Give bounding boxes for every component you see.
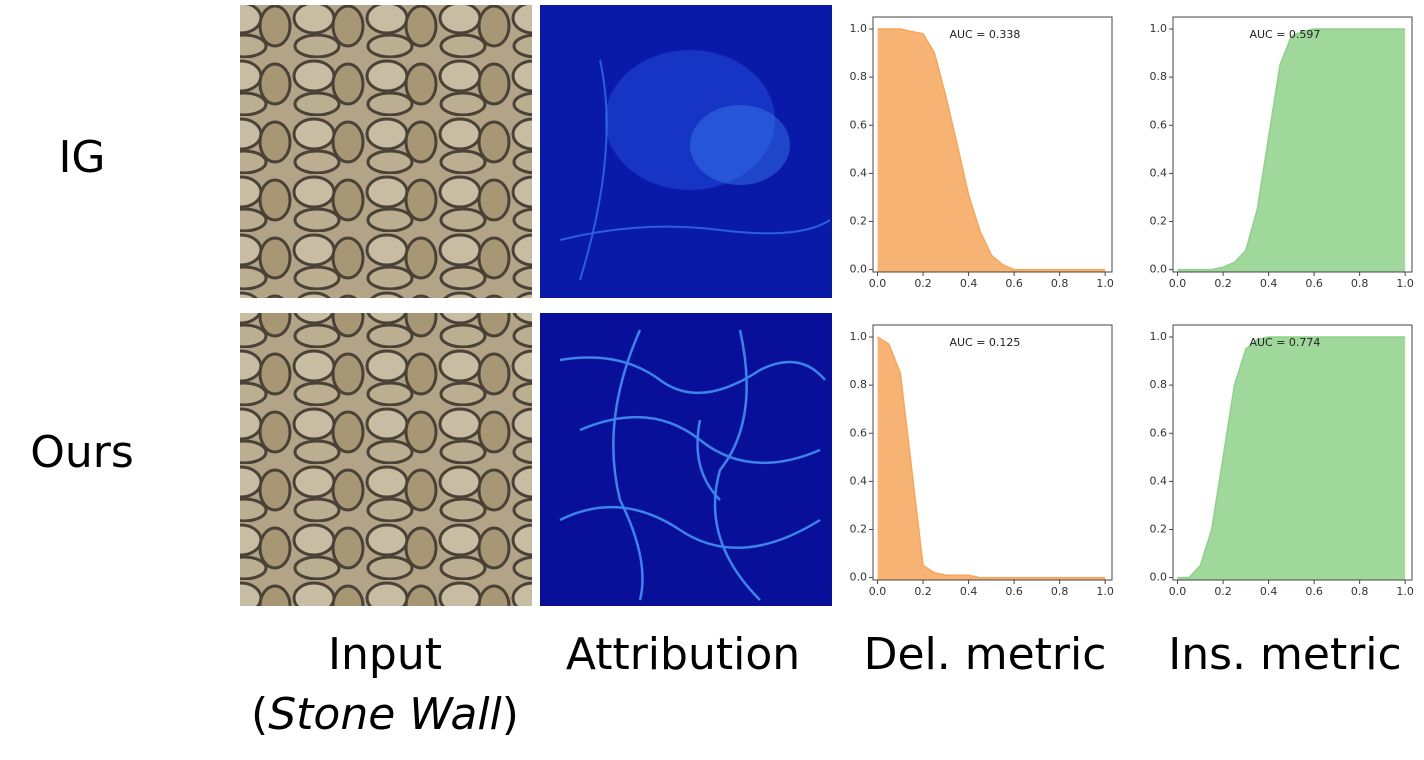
y-tick-label: 0.6 — [850, 118, 868, 131]
column-label: Del. metric — [864, 629, 1107, 680]
area — [1178, 29, 1406, 272]
x-tick-label: 1.0 — [1096, 277, 1114, 290]
y-tick-label: 0.4 — [1150, 166, 1168, 179]
x-tick-label: 0.6 — [1305, 277, 1323, 290]
x-tick-label: 0.0 — [869, 585, 887, 598]
row-label: IG — [58, 132, 105, 183]
x-tick-label: 0.8 — [1351, 585, 1369, 598]
x-tick-label: 0.0 — [1169, 277, 1187, 290]
auc-annotation: AUC = 0.774 — [1249, 336, 1320, 349]
y-tick-label: 0.0 — [850, 263, 868, 276]
y-tick-label: 0.4 — [850, 474, 868, 487]
area — [1178, 337, 1406, 580]
x-tick-label: 0.2 — [914, 585, 932, 598]
y-tick-label: 0.6 — [850, 426, 868, 439]
y-tick-label: 0.2 — [850, 214, 868, 227]
y-tick-label: 0.6 — [1150, 426, 1168, 439]
y-tick-label: 0.2 — [1150, 214, 1168, 227]
column-label: Ins. metric — [1168, 629, 1401, 680]
x-tick-label: 0.4 — [1260, 585, 1278, 598]
paren: ) — [502, 689, 519, 740]
figure: IG Ours Input Attribution Del. metric In… — [0, 0, 1424, 760]
y-tick-label: 0.0 — [1150, 263, 1168, 276]
x-tick-label: 0.0 — [869, 277, 887, 290]
y-tick-label: 0.0 — [1150, 571, 1168, 584]
attribution-map — [540, 313, 832, 606]
x-tick-label: 1.0 — [1396, 585, 1414, 598]
x-tick-label: 0.8 — [1351, 277, 1369, 290]
attribution-map — [540, 5, 832, 298]
auc-annotation: AUC = 0.338 — [949, 28, 1020, 41]
x-tick-label: 0.8 — [1051, 277, 1069, 290]
x-tick-label: 0.8 — [1051, 585, 1069, 598]
auc-annotation: AUC = 0.597 — [1249, 28, 1320, 41]
x-tick-label: 0.0 — [1169, 585, 1187, 598]
y-tick-label: 0.8 — [1150, 378, 1168, 391]
y-tick-label: 0.8 — [850, 378, 868, 391]
input-image — [240, 313, 532, 606]
paren: ( — [251, 689, 268, 740]
y-tick-label: 0.0 — [850, 571, 868, 584]
x-tick-label: 0.2 — [1214, 277, 1232, 290]
x-tick-label: 0.4 — [1260, 277, 1278, 290]
auc-annotation: AUC = 0.125 — [949, 336, 1020, 349]
y-tick-label: 0.8 — [1150, 70, 1168, 83]
y-tick-label: 0.2 — [1150, 522, 1168, 535]
y-tick-label: 1.0 — [850, 22, 868, 35]
y-tick-label: 0.4 — [1150, 474, 1168, 487]
x-tick-label: 0.6 — [1005, 585, 1023, 598]
x-tick-label: 1.0 — [1096, 585, 1114, 598]
area — [878, 29, 1106, 272]
class-name: Stone Wall — [268, 689, 502, 740]
y-tick-label: 0.6 — [1150, 118, 1168, 131]
x-tick-label: 0.2 — [914, 277, 932, 290]
y-tick-label: 1.0 — [850, 330, 868, 343]
row-label: Ours — [30, 427, 134, 478]
input-note: (Stone Wall) — [251, 689, 519, 740]
input-image — [240, 5, 532, 298]
y-tick-label: 0.4 — [850, 166, 868, 179]
x-tick-label: 0.2 — [1214, 585, 1232, 598]
area — [878, 337, 1106, 580]
x-tick-label: 0.6 — [1005, 277, 1023, 290]
x-tick-label: 0.6 — [1305, 585, 1323, 598]
x-tick-label: 1.0 — [1396, 277, 1414, 290]
column-label: Input — [328, 629, 442, 680]
x-tick-label: 0.4 — [960, 585, 978, 598]
y-tick-label: 1.0 — [1150, 22, 1168, 35]
y-tick-label: 0.8 — [850, 70, 868, 83]
y-tick-label: 0.2 — [850, 522, 868, 535]
column-label: Attribution — [566, 629, 800, 680]
y-tick-label: 1.0 — [1150, 330, 1168, 343]
x-tick-label: 0.4 — [960, 277, 978, 290]
